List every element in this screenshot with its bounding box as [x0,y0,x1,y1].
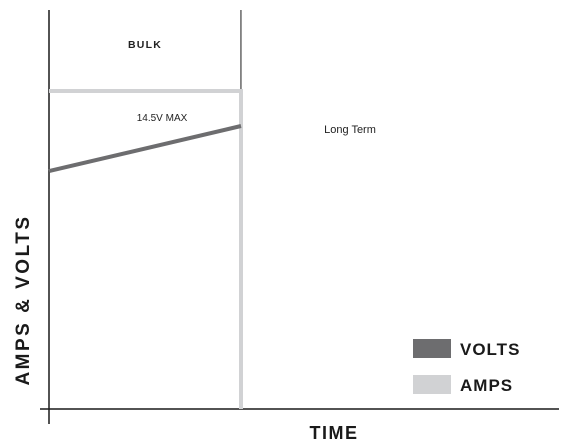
phase-label-bulk: BULK [128,39,162,51]
phase-label-long-term: Long Term [324,124,376,136]
legend-swatch-amps [413,375,451,394]
series-line-amps [49,89,243,409]
annotation-max-voltage: 14.5V MAX [137,113,188,124]
series-line-volts [48,124,242,174]
legend-label-amps: AMPS [460,376,513,395]
y-axis-label: AMPS & VOLTS [13,214,34,385]
legend: VOLTS AMPS [413,339,520,395]
x-axis-label: TIME [310,423,359,443]
legend-label-volts: VOLTS [460,340,520,359]
legend-swatch-volts [413,339,451,358]
